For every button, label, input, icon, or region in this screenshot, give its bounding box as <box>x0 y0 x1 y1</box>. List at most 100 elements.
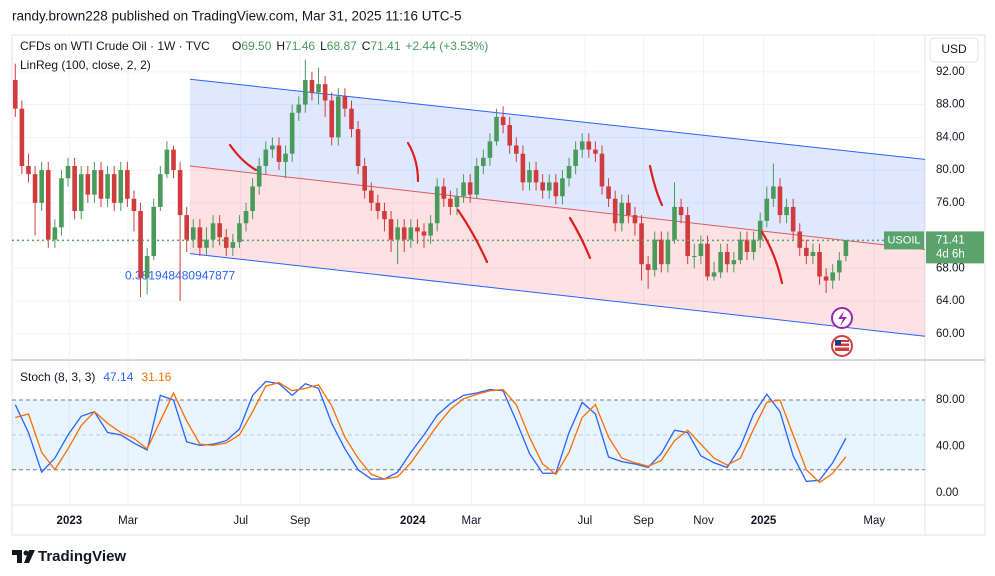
stoch-legend-value: 47.14 <box>103 370 133 384</box>
y-tick-label: 84.00 <box>936 131 965 143</box>
candle-body <box>237 223 242 243</box>
candle-body <box>751 239 756 252</box>
candle-body <box>560 178 565 197</box>
currency-button[interactable] <box>929 37 979 63</box>
y-tick-label: 60.00 <box>936 328 965 340</box>
candle-body <box>434 186 440 224</box>
drawing <box>228 143 258 172</box>
candle-body <box>270 145 275 150</box>
x-tick-label: Mar <box>118 515 138 527</box>
candle-body <box>527 170 532 183</box>
candle-body <box>540 182 545 191</box>
brand: TradingView <box>38 548 126 565</box>
candle-body <box>421 231 427 236</box>
candle-body <box>513 145 519 154</box>
x-tick-label: Nov <box>693 515 714 527</box>
candle-body <box>837 260 842 273</box>
candle-body <box>659 239 664 265</box>
drawing <box>456 208 489 264</box>
candle-body <box>131 198 137 212</box>
drawing <box>406 141 420 183</box>
candle-body <box>415 227 420 232</box>
drawing <box>648 164 664 207</box>
candle-body <box>105 174 110 199</box>
price-tag <box>926 231 984 264</box>
stoch-legend-value: 31.16 <box>141 370 171 384</box>
candle-body <box>744 239 750 252</box>
symbol-tag-label: USOIL <box>887 234 920 246</box>
candle-body <box>843 240 849 257</box>
candle-body <box>632 215 638 224</box>
x-tick-label: Sep <box>290 515 310 527</box>
candle-body <box>612 198 618 224</box>
candle-body <box>296 104 302 113</box>
y-tick-label: 68.00 <box>936 262 965 274</box>
candle-body <box>171 149 176 171</box>
x-tick-label: Mar <box>462 515 482 527</box>
candle-body <box>705 243 710 277</box>
candle-body <box>757 220 763 240</box>
candle-body <box>289 112 295 154</box>
candle-body <box>672 206 677 240</box>
logo-mark <box>24 550 35 563</box>
logo-dot <box>23 550 29 556</box>
stoch-title: Stoch (8, 3, 3) <box>20 370 95 384</box>
candle-body <box>190 227 196 240</box>
candle-body <box>764 198 770 221</box>
candle-body <box>810 251 816 257</box>
candle-body <box>177 170 183 216</box>
candle-body <box>467 182 473 195</box>
candle-body <box>362 165 367 191</box>
candle-body <box>45 170 51 240</box>
candle-body <box>355 129 361 166</box>
candle-body <box>593 149 598 154</box>
candle-body <box>368 190 374 203</box>
y-tick-label: 76.00 <box>936 197 965 209</box>
candle-body <box>533 170 539 183</box>
flag-stripe <box>835 346 849 348</box>
candle-body <box>52 227 58 240</box>
legend-value: 71.41 <box>370 39 400 53</box>
legend-key: L <box>320 39 327 53</box>
channel-middle <box>189 165 926 250</box>
channel-upper-fill <box>189 79 925 250</box>
main-layer: 2023 Mar Jul Sep 2024 Mar Jul Sep Nov 2025 May 92.0… <box>12 35 984 527</box>
stoch-line <box>15 381 847 484</box>
candle-body <box>626 202 631 216</box>
candle-body <box>401 227 407 240</box>
stoch-line <box>14 380 847 483</box>
candle-body <box>546 182 552 191</box>
candle-body <box>92 170 97 195</box>
y-tick-label: 80.00 <box>936 164 965 176</box>
candle-body <box>217 223 222 238</box>
y-tick-label: 80.00 <box>936 394 965 406</box>
candle-body <box>309 80 315 93</box>
x-tick-label: May <box>863 515 885 527</box>
symbol-tag <box>884 231 924 250</box>
footer-logo: TradingView <box>12 548 126 565</box>
candle-body <box>797 231 803 248</box>
candle-body <box>276 145 282 162</box>
candle-body <box>26 165 31 175</box>
candle-body <box>665 239 671 265</box>
y-tick-label: 64.00 <box>936 295 965 307</box>
candle-body <box>698 243 704 257</box>
candle-body <box>639 223 644 265</box>
candle-body <box>256 165 262 187</box>
candle-body <box>718 251 723 273</box>
candle-body <box>382 211 387 220</box>
candle-body <box>474 165 480 195</box>
candle-body <box>553 182 559 197</box>
x-tick-label: 2023 <box>57 515 83 527</box>
candle-body <box>32 174 38 203</box>
legend-value: 68.87 <box>327 39 357 53</box>
candle-body <box>599 153 605 187</box>
candle-body <box>724 251 730 265</box>
candle-body <box>349 108 354 130</box>
legend-key: O <box>232 39 241 53</box>
candle-body <box>494 116 499 142</box>
flag-stripe <box>835 342 849 344</box>
y-tick-label: 88.00 <box>936 99 965 111</box>
candle-body <box>441 186 447 199</box>
